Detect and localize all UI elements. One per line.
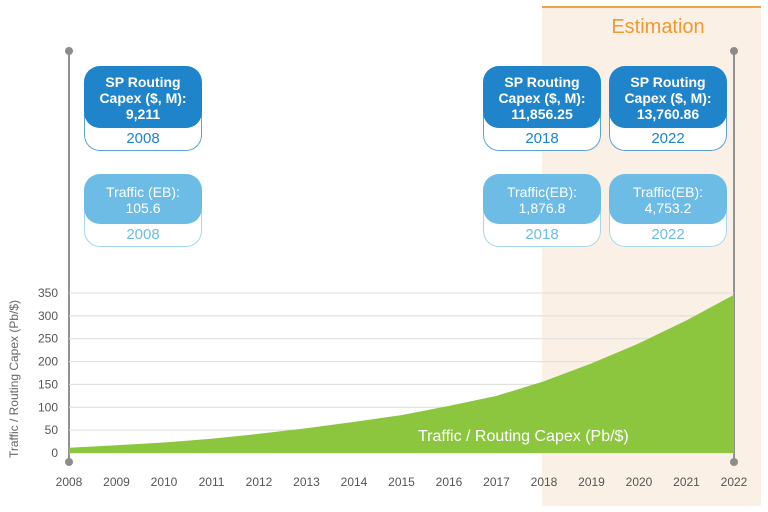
capex-card-value: 11,856.25 [511,106,573,122]
capex-card-head: SP Routing Capex ($, M): 13,760.86 [609,66,727,128]
x-tick-label: 2018 [531,475,558,489]
x-tick-label: 2014 [341,475,368,489]
x-tick-label: 2021 [673,475,700,489]
x-tick-label: 2011 [199,475,225,489]
traffic-card-title: Traffic(EB): [632,184,703,200]
y-tick-label: 150 [38,377,58,391]
x-tick-label: 2009 [103,475,130,489]
capex-card-subtitle: Capex ($, M): [624,90,712,106]
traffic-card-2022: Traffic(EB): 4,753.2 2022 [609,174,727,247]
capex-card-value: 9,211 [125,106,161,122]
x-tick-label: 2022 [721,475,748,489]
capex-card-head: SP Routing Capex ($, M): 11,856.25 [483,66,601,128]
capex-card-title: SP Routing [504,74,580,90]
x-tick-label: 2010 [151,475,178,489]
capex-card-value: 13,760.86 [636,106,700,122]
y-tick-label: 300 [38,309,58,323]
traffic-card-head: Traffic(EB): 4,753.2 [609,174,727,224]
y-tick-label: 200 [38,355,58,369]
area-series-label: Traffic / Routing Capex (Pb/$) [418,428,629,445]
x-tick-label: 2013 [293,475,320,489]
left-axis-line [68,51,70,463]
traffic-card-title: Traffic (EB): [106,184,180,200]
y-tick-label: 0 [51,446,58,460]
capex-card-title: SP Routing [105,74,181,90]
traffic-card-value: 4,753.2 [644,200,692,216]
right-axis-top-dot [730,47,738,55]
y-tick-label: 50 [45,423,59,437]
right-axis-bottom-dot [730,458,738,466]
left-axis-bottom-dot [65,458,73,466]
capex-card-2008: SP Routing Capex ($, M): 9,211 2008 [84,66,202,151]
capex-card-title: SP Routing [630,74,706,90]
capex-card-subtitle: Capex ($, M): [498,90,586,106]
traffic-card-2008: Traffic (EB): 105.6 2008 [84,174,202,247]
capex-card-head: SP Routing Capex ($, M): 9,211 [84,66,202,128]
y-tick-label: 250 [38,332,58,346]
x-tick-label: 2020 [626,475,653,489]
y-tick-label: 100 [38,400,58,414]
x-tick-label: 2008 [56,475,83,489]
traffic-card-head: Traffic(EB): 1,876.8 [483,174,601,224]
traffic-card-value: 1,876.8 [518,200,566,216]
estimation-rule [542,6,761,8]
capex-card-subtitle: Capex ($, M): [99,90,187,106]
x-tick-label: 2016 [436,475,463,489]
y-tick-label: 350 [38,286,58,300]
traffic-card-title: Traffic(EB): [506,184,577,200]
capex-card-2022: SP Routing Capex ($, M): 13,760.86 2022 [609,66,727,151]
x-tick-label: 2012 [246,475,273,489]
traffic-card-2018: Traffic(EB): 1,876.8 2018 [483,174,601,247]
estimation-label: Estimation [611,16,705,38]
capex-card-2018: SP Routing Capex ($, M): 11,856.25 2018 [483,66,601,151]
area-series [69,294,734,453]
x-tick-label: 2019 [578,475,605,489]
left-axis-top-dot [65,47,73,55]
traffic-card-head: Traffic (EB): 105.6 [84,174,202,224]
right-axis-line [733,51,735,463]
x-tick-label: 2017 [483,475,510,489]
x-tick-label: 2015 [388,475,415,489]
traffic-card-value: 105.6 [125,200,161,216]
